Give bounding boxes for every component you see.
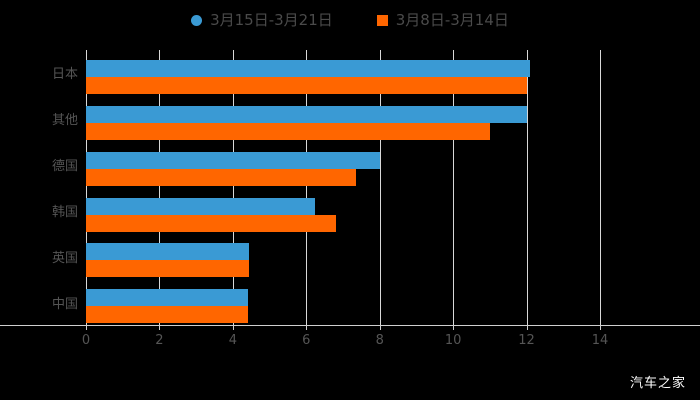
bar-series-2[interactable] (86, 306, 248, 324)
x-tick-0 (86, 325, 87, 330)
bar-group (86, 96, 600, 142)
watermark: 汽车之家 (629, 376, 686, 391)
x-tick-label-6: 12 (518, 333, 535, 348)
x-tick-label-0: 0 (81, 333, 91, 348)
x-tick-6 (526, 325, 528, 330)
y-axis-label-2: 德国 (51, 159, 78, 174)
legend-item-series-1[interactable]: 3月15日-3月21日 (191, 10, 333, 29)
bar-group (86, 142, 600, 188)
bar-group (86, 50, 600, 96)
legend-label-series-1: 3月15日-3月21日 (210, 10, 333, 29)
y-axis: 日本 其他 德国 韩国 英国 中国 (0, 50, 78, 325)
bar-series-2[interactable] (86, 122, 490, 140)
square-marker-icon (376, 14, 388, 26)
gridline-4 (379, 50, 381, 325)
gridline-2 (232, 50, 234, 325)
x-tick-label-7: 14 (591, 333, 609, 348)
bar-group (86, 279, 600, 325)
chart-legend: 3月15日-3月21日 3月8日-3月14日 (0, 9, 700, 31)
x-tick-5 (453, 325, 455, 330)
gridline-3 (306, 50, 308, 325)
bar-series-2[interactable] (86, 260, 250, 278)
bar-series-2[interactable] (86, 168, 356, 186)
x-tick-label-5: 10 (444, 333, 462, 348)
x-tick-2 (232, 325, 234, 330)
x-tick-1 (159, 325, 161, 330)
x-tick-label-1: 2 (155, 333, 164, 348)
gridline-6 (526, 50, 528, 325)
x-tick-7 (600, 325, 601, 330)
bar-series-1[interactable] (86, 289, 248, 307)
bar-series-1[interactable] (86, 243, 250, 261)
y-axis-label-4: 英国 (51, 251, 78, 266)
bar-group (86, 188, 600, 234)
plot-area (86, 50, 601, 325)
circle-marker-icon (191, 14, 203, 26)
y-axis-label-3: 韩国 (51, 205, 78, 220)
bar-series-2[interactable] (86, 214, 336, 232)
legend-item-series-2[interactable]: 3月8日-3月14日 (376, 10, 509, 29)
bar-group (86, 233, 600, 279)
legend-label-series-2: 3月8日-3月14日 (395, 10, 509, 29)
x-tick-4 (379, 325, 381, 330)
y-axis-label-1: 其他 (51, 113, 78, 128)
x-tick-label-3: 6 (302, 333, 311, 348)
x-axis-line (0, 325, 700, 326)
y-axis-label-5: 中国 (51, 297, 78, 312)
x-tick-label-4: 8 (375, 333, 384, 348)
x-tick-3 (306, 325, 308, 330)
gridline-0 (86, 50, 87, 325)
gridline-5 (453, 50, 455, 325)
bar-series-2[interactable] (86, 77, 527, 94)
bar-series-1[interactable] (86, 197, 316, 215)
bar-series-1[interactable] (86, 105, 527, 123)
bar-series-1[interactable] (86, 60, 531, 77)
gridline-1 (159, 50, 161, 325)
bar-series-1[interactable] (86, 151, 380, 169)
gridline-7 (600, 50, 601, 325)
y-axis-label-0: 日本 (51, 67, 78, 82)
x-tick-label-2: 4 (228, 333, 237, 348)
